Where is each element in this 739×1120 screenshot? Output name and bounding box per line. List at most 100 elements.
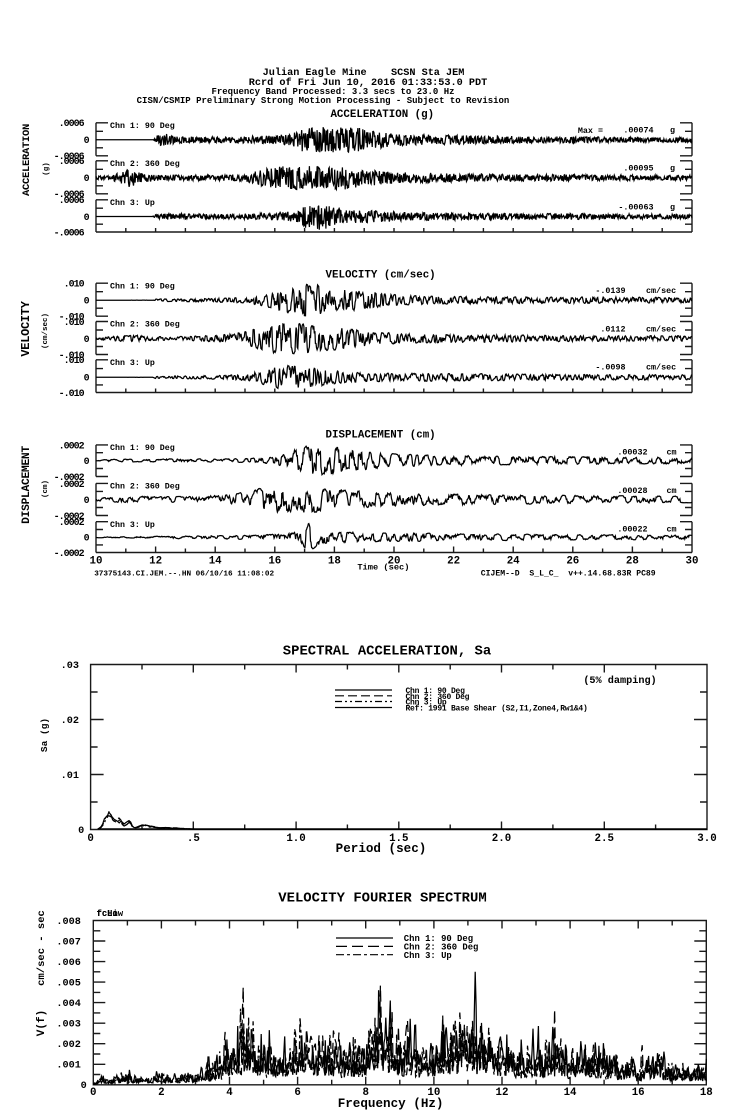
svg-text:(5% damping): (5% damping) [583, 675, 656, 687]
svg-text:SPECTRAL ACCELERATION, Sa: SPECTRAL ACCELERATION, Sa [283, 644, 491, 660]
svg-text:0: 0 [84, 496, 90, 507]
svg-text:Period (sec): Period (sec) [336, 842, 427, 856]
svg-text:.01: .01 [61, 771, 79, 782]
svg-text:Chn 3: Up: Chn 3: Up [110, 358, 155, 368]
svg-text:Sa (g): Sa (g) [39, 718, 50, 752]
svg-text:3.0: 3.0 [697, 833, 716, 845]
svg-text:12: 12 [495, 1087, 508, 1099]
svg-text:.00074: .00074 [623, 126, 653, 136]
svg-text:-.0002: -.0002 [54, 512, 85, 523]
svg-text:-.00063: -.00063 [618, 203, 653, 213]
svg-text:2.0: 2.0 [492, 833, 511, 845]
svg-text:.00022: .00022 [617, 525, 647, 535]
svg-text:DISPLACEMENT (cm): DISPLACEMENT (cm) [326, 430, 436, 442]
svg-text:Chn 2: 360 Deg: Chn 2: 360 Deg [110, 482, 180, 492]
svg-text:.0006: .0006 [59, 119, 85, 130]
svg-text:Chn 3: Up: Chn 3: Up [404, 951, 452, 961]
svg-text:1.0: 1.0 [286, 833, 305, 845]
svg-text:fcHi: fcHi [97, 909, 118, 919]
svg-text:V(f): V(f) [36, 1010, 48, 1036]
svg-text:.002: .002 [56, 1040, 80, 1051]
svg-text:.00095: .00095 [623, 164, 653, 174]
svg-text:Ref: 1991 Base Shear (S2,I1,Zo: Ref: 1991 Base Shear (S2,I1,Zone4,Rw1&4) [406, 705, 588, 714]
svg-text:.010: .010 [64, 280, 85, 291]
svg-text:Chn 3: Up: Chn 3: Up [110, 198, 155, 208]
svg-text:0: 0 [84, 335, 90, 346]
svg-text:0: 0 [84, 136, 90, 147]
svg-text:16: 16 [632, 1087, 645, 1099]
svg-text:cm: cm [667, 448, 677, 458]
svg-text:Rcrd of Fri Jun 10, 2016 01:33: Rcrd of Fri Jun 10, 2016 01:33:53.0 PDT [249, 77, 487, 89]
svg-text:CISN/CSMIP Preliminary Strong: CISN/CSMIP Preliminary Strong Motion Pro… [137, 96, 510, 106]
svg-text:0: 0 [84, 174, 90, 185]
svg-text:-.0006: -.0006 [54, 190, 85, 201]
svg-text:20: 20 [388, 556, 401, 568]
svg-text:cm/sec: cm/sec [646, 363, 676, 373]
svg-text:cm/sec: cm/sec [646, 286, 676, 296]
svg-text:0: 0 [84, 534, 90, 545]
svg-text:.001: .001 [56, 1061, 80, 1072]
svg-text:30: 30 [686, 556, 699, 568]
svg-text:Chn 1: 90 Deg: Chn 1: 90 Deg [110, 281, 175, 291]
svg-text:Chn 2: 360 Deg: Chn 2: 360 Deg [404, 943, 479, 953]
svg-text:CIJEM--D S_L_C_ v++.14.68.83: CIJEM--D S_L_C_ v++.14.68.83R PC89 [481, 570, 656, 579]
svg-text:.03: .03 [61, 661, 79, 672]
svg-text:.0002: .0002 [59, 480, 85, 491]
svg-text:-.010: -.010 [59, 313, 85, 324]
svg-text:Chn 3: Up: Chn 3: Up [406, 699, 447, 708]
svg-text:(cm/sec): (cm/sec) [42, 313, 50, 349]
svg-text:Chn 2: 360 Deg: Chn 2: 360 Deg [110, 320, 180, 330]
svg-text:VELOCITY (cm/sec): VELOCITY (cm/sec) [326, 270, 436, 282]
svg-text:Frequency (Hz): Frequency (Hz) [338, 1097, 444, 1111]
svg-text:-.0098: -.0098 [595, 363, 625, 373]
svg-text:Chn 1: 90 Deg: Chn 1: 90 Deg [110, 121, 175, 131]
svg-text:DISPLACEMENT: DISPLACEMENT [21, 446, 33, 524]
svg-text:VELOCITY FOURIER SPECTRUM: VELOCITY FOURIER SPECTRUM [278, 891, 486, 907]
svg-text:1.5: 1.5 [389, 833, 408, 845]
svg-text:0: 0 [87, 833, 93, 845]
svg-text:Chn 2: 360 Deg: Chn 2: 360 Deg [110, 159, 180, 169]
svg-text:Chn 1: 90 Deg: Chn 1: 90 Deg [404, 934, 473, 944]
svg-text:22: 22 [447, 556, 460, 568]
svg-text:0: 0 [78, 826, 84, 837]
svg-text:.02: .02 [61, 716, 79, 727]
svg-text:Julian Eagle Mine SCSN Sta: Julian Eagle Mine SCSN Sta JEM [263, 67, 465, 79]
svg-text:37375143.CI.JEM.--.HN 06/10/16: 37375143.CI.JEM.--.HN 06/10/16 11:08:02 [94, 571, 274, 579]
svg-text:14: 14 [209, 556, 222, 568]
svg-text:0: 0 [84, 457, 90, 468]
svg-text:.003: .003 [56, 1020, 80, 1031]
svg-text:.004: .004 [56, 999, 80, 1010]
svg-text:cm: cm [667, 525, 677, 535]
svg-text:18: 18 [328, 556, 341, 568]
svg-text:10: 10 [90, 556, 103, 568]
svg-text:.00032: .00032 [617, 448, 647, 458]
svg-text:0: 0 [90, 1087, 96, 1099]
svg-text:0: 0 [81, 1081, 87, 1092]
svg-text:(cm): (cm) [42, 480, 50, 498]
svg-text:4: 4 [226, 1087, 233, 1099]
svg-text:-.0002: -.0002 [54, 549, 85, 560]
svg-text:g: g [670, 126, 675, 136]
svg-text:.0006: .0006 [59, 196, 85, 207]
svg-text:VELOCITY: VELOCITY [19, 300, 33, 356]
svg-text:.0002: .0002 [59, 518, 85, 529]
svg-text:28: 28 [626, 556, 639, 568]
svg-text:.008: .008 [56, 917, 80, 928]
svg-text:.007: .007 [56, 937, 80, 948]
svg-text:8: 8 [363, 1087, 369, 1099]
svg-text:cm: cm [667, 486, 677, 496]
svg-text:16: 16 [268, 556, 281, 568]
svg-text:fcLow: fcLow [97, 909, 124, 919]
svg-text:Chn 2: 360 Deg: Chn 2: 360 Deg [406, 693, 470, 702]
svg-text:Max =: Max = [578, 126, 603, 136]
svg-text:g: g [670, 164, 675, 174]
svg-text:.5: .5 [187, 833, 200, 845]
svg-text:Chn 3: Up: Chn 3: Up [110, 520, 155, 530]
svg-text:.010: .010 [64, 356, 85, 367]
svg-text:0: 0 [84, 374, 90, 385]
svg-text:ACCELERATION: ACCELERATION [21, 124, 33, 196]
svg-text:.0006: .0006 [59, 157, 85, 168]
svg-text:10: 10 [427, 1087, 440, 1099]
svg-text:Frequency Band Processed: 3.3: Frequency Band Processed: 3.3 secs to 23… [211, 87, 454, 97]
svg-text:ACCELERATION (g): ACCELERATION (g) [330, 109, 434, 121]
